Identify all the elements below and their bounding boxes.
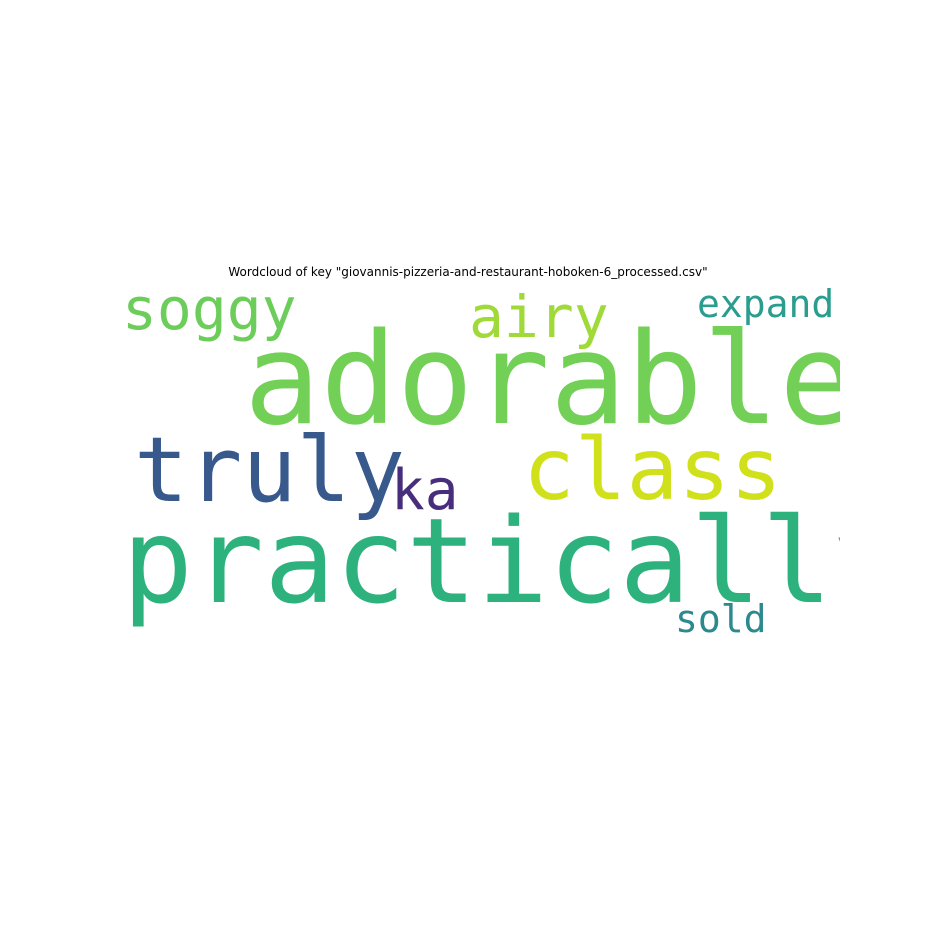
word-sold: sold [675, 597, 767, 640]
word-expand: expand [697, 282, 835, 326]
figure-title: Wordcloud of key "giovannis-pizzeria-and… [228, 265, 708, 279]
word-adorable: adorable [244, 305, 840, 453]
word-soggy: soggy [122, 280, 297, 343]
word-airy: airy [469, 283, 609, 351]
word-truly: truly [134, 418, 405, 523]
wordcloud: soggy airy expand adorable truly class k… [120, 280, 840, 640]
word-practically: practically [122, 492, 840, 630]
word-ka: ka [391, 458, 459, 523]
word-class: class [523, 420, 782, 520]
